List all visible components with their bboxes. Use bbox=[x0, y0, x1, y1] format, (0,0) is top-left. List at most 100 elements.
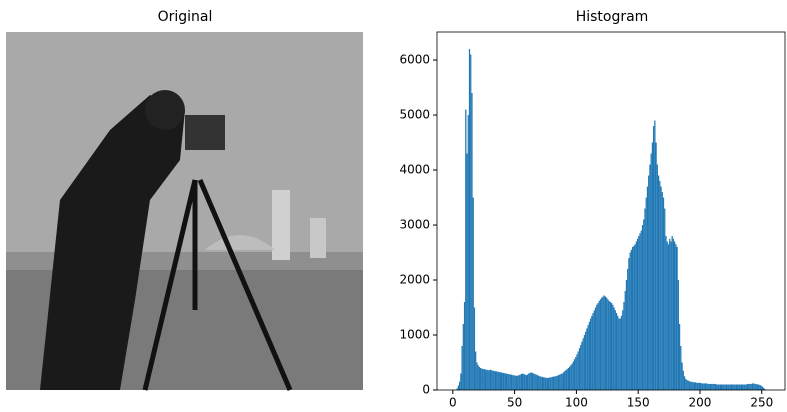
bar bbox=[601, 297, 603, 390]
bar bbox=[501, 372, 503, 390]
bar bbox=[723, 384, 725, 390]
bar bbox=[504, 373, 506, 390]
bar bbox=[489, 369, 492, 390]
bar bbox=[758, 384, 760, 390]
bar bbox=[764, 388, 766, 390]
bar bbox=[591, 315, 593, 390]
y-tick-label: 0 bbox=[422, 383, 430, 397]
bar bbox=[703, 383, 705, 390]
bar bbox=[649, 164, 651, 390]
bar bbox=[646, 186, 649, 390]
bar bbox=[615, 313, 618, 390]
bar bbox=[512, 375, 514, 390]
bar bbox=[461, 346, 463, 390]
bar bbox=[660, 186, 662, 390]
bar bbox=[581, 341, 583, 390]
bar bbox=[739, 384, 741, 390]
bar bbox=[614, 310, 616, 390]
bar bbox=[607, 299, 609, 390]
bar bbox=[541, 376, 544, 390]
bar bbox=[622, 310, 624, 390]
bar bbox=[624, 291, 626, 390]
bar bbox=[571, 363, 573, 390]
bar bbox=[746, 383, 749, 390]
bar bbox=[534, 374, 536, 390]
bar bbox=[480, 368, 482, 390]
bar bbox=[483, 369, 485, 390]
bar bbox=[502, 372, 504, 390]
bar bbox=[613, 307, 615, 390]
bar bbox=[492, 370, 494, 390]
bar bbox=[681, 362, 683, 390]
bar bbox=[651, 142, 654, 390]
bar bbox=[676, 247, 678, 390]
bar bbox=[695, 382, 697, 390]
bar bbox=[460, 373, 462, 390]
bar bbox=[530, 372, 532, 390]
bar bbox=[701, 383, 703, 390]
bar bbox=[717, 384, 719, 390]
bar bbox=[514, 375, 516, 390]
bar bbox=[603, 295, 605, 390]
bar bbox=[507, 374, 509, 390]
bar bbox=[692, 382, 694, 390]
bar bbox=[546, 377, 548, 390]
bar bbox=[557, 375, 560, 390]
bar bbox=[672, 238, 675, 390]
bar bbox=[544, 377, 546, 390]
bar bbox=[722, 384, 724, 390]
bar bbox=[608, 300, 610, 390]
bar bbox=[618, 318, 620, 390]
bar bbox=[573, 359, 576, 390]
bar bbox=[547, 377, 550, 390]
bar bbox=[720, 384, 723, 390]
bar bbox=[494, 371, 497, 390]
bar bbox=[497, 371, 499, 390]
bar bbox=[592, 313, 594, 390]
bar bbox=[462, 324, 464, 390]
bar bbox=[554, 376, 556, 390]
bar bbox=[583, 335, 586, 390]
bar bbox=[559, 374, 561, 390]
image-title: Original bbox=[158, 9, 213, 25]
bar bbox=[589, 318, 592, 390]
bar bbox=[550, 377, 552, 390]
bar bbox=[696, 382, 698, 390]
bar bbox=[586, 328, 588, 390]
bar bbox=[488, 370, 490, 390]
bar bbox=[597, 303, 599, 390]
bar bbox=[628, 258, 630, 390]
bar bbox=[475, 351, 477, 390]
bar bbox=[745, 384, 747, 390]
bar bbox=[753, 383, 755, 390]
bar bbox=[577, 351, 579, 390]
bar bbox=[718, 384, 720, 390]
x-tick-label: 100 bbox=[565, 396, 588, 410]
bar bbox=[704, 383, 707, 390]
bar bbox=[520, 374, 523, 390]
bar bbox=[598, 300, 600, 390]
bar bbox=[627, 269, 629, 390]
bar bbox=[682, 370, 684, 390]
bar bbox=[632, 247, 634, 390]
bar bbox=[730, 384, 733, 390]
bar bbox=[714, 383, 717, 390]
bar bbox=[555, 376, 557, 390]
bar bbox=[761, 386, 764, 390]
bar bbox=[685, 379, 687, 390]
bar bbox=[669, 238, 671, 390]
bar bbox=[585, 331, 587, 390]
bar bbox=[604, 296, 607, 390]
y-tick-label: 4000 bbox=[399, 163, 430, 177]
y-tick-label: 5000 bbox=[399, 108, 430, 122]
bar bbox=[741, 384, 744, 390]
bar bbox=[602, 296, 604, 390]
bar bbox=[659, 181, 661, 390]
bar bbox=[744, 384, 746, 390]
bar bbox=[545, 377, 547, 390]
bar bbox=[702, 383, 704, 390]
bar bbox=[599, 299, 602, 390]
bar bbox=[735, 384, 738, 390]
bar bbox=[636, 238, 639, 390]
